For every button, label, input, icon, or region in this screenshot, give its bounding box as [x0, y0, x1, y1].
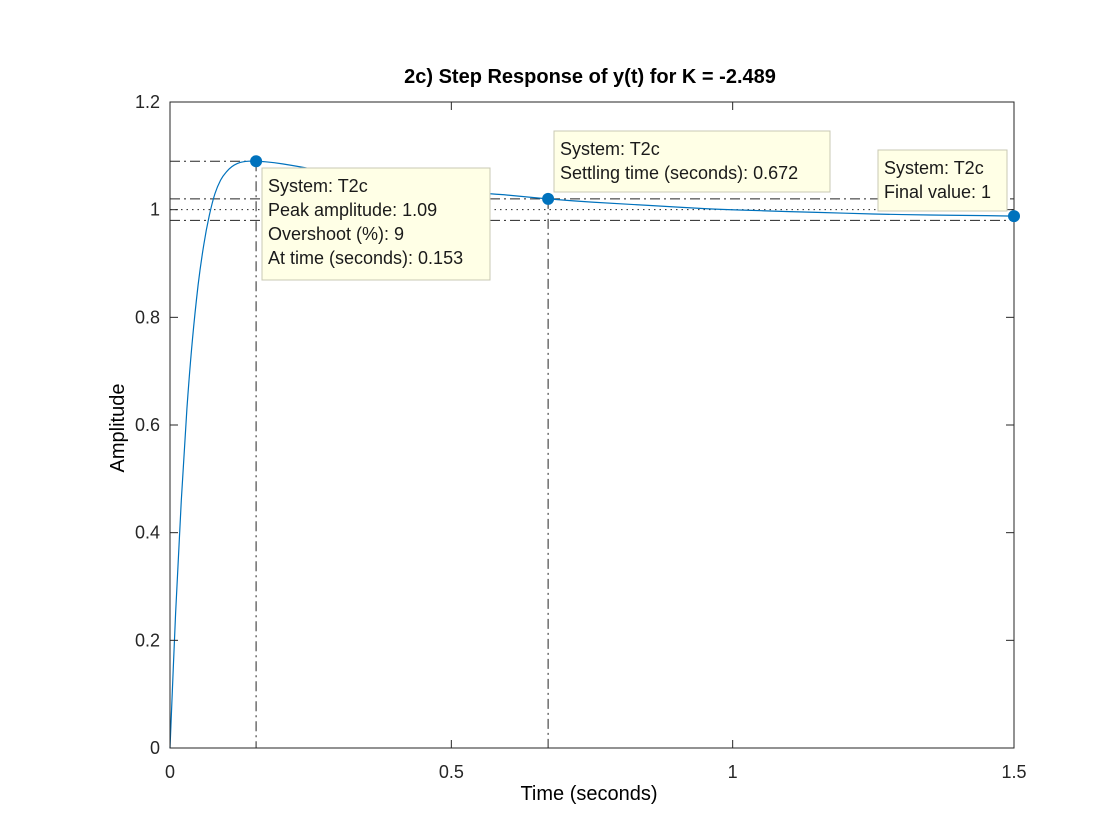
datatips: System: T2c Peak amplitude: 1.09 Overshoot…	[261, 130, 1008, 281]
y-tick-label: 1.2	[135, 92, 160, 112]
y-tick-label: 0.4	[135, 523, 160, 543]
tick-labels: 0 0.5 1 1.5 0 0.2 0.4 0.6 0.8 1 1.2	[135, 92, 1027, 782]
datatip-box[interactable]: System: T2c Peak amplitude: 1.09 Overshoot…	[261, 167, 491, 281]
x-tick-label: 1	[728, 762, 738, 782]
datatip-text: Final value: 1	[884, 182, 991, 202]
datatip-marker[interactable]	[250, 155, 263, 168]
axis-ticks	[169, 101, 1015, 749]
chart-title: 2c) Step Response of y(t) for K = -2.489	[404, 66, 776, 88]
y-axis-label: Amplitude	[107, 384, 129, 473]
datatip-marker[interactable]	[542, 192, 555, 205]
y-tick-label: 1	[150, 200, 160, 220]
x-tick-label: 0.5	[439, 762, 464, 782]
datatip-box[interactable]: System: T2c Settling time (seconds): 0.67…	[553, 130, 831, 193]
y-tick-label: 0.6	[135, 415, 160, 435]
datatip-box[interactable]: System: T2c Final value: 1	[877, 149, 1008, 212]
step-response-line	[169, 160, 1015, 749]
x-axis-label: Time (seconds)	[520, 783, 657, 805]
y-tick-label: 0.2	[135, 630, 160, 650]
x-tick-label: 0	[165, 762, 175, 782]
datatip-background	[553, 130, 831, 193]
x-tick-label: 1.5	[1001, 762, 1026, 782]
datatip-text: Settling time (seconds): 0.672	[560, 163, 798, 183]
datatip-text: System: T2c	[268, 176, 368, 196]
datatip-background	[877, 149, 1008, 212]
datatip-text: System: T2c	[560, 139, 660, 159]
datatip-text: System: T2c	[884, 158, 984, 178]
series-layer	[169, 160, 1015, 749]
datatip-markers	[250, 155, 1020, 223]
datatip-text: Overshoot (%): 9	[268, 224, 404, 244]
y-tick-label: 0	[150, 738, 160, 758]
datatip-text: Peak amplitude: 1.09	[268, 200, 437, 220]
datatip-text: At time (seconds): 0.153	[268, 248, 463, 268]
y-tick-label: 0.8	[135, 307, 160, 327]
datatip-marker[interactable]	[1008, 210, 1020, 223]
datatip-background	[261, 167, 491, 281]
plot-area[interactable]: System: T2c Peak amplitude: 1.09 Overshoot…	[169, 101, 1020, 749]
